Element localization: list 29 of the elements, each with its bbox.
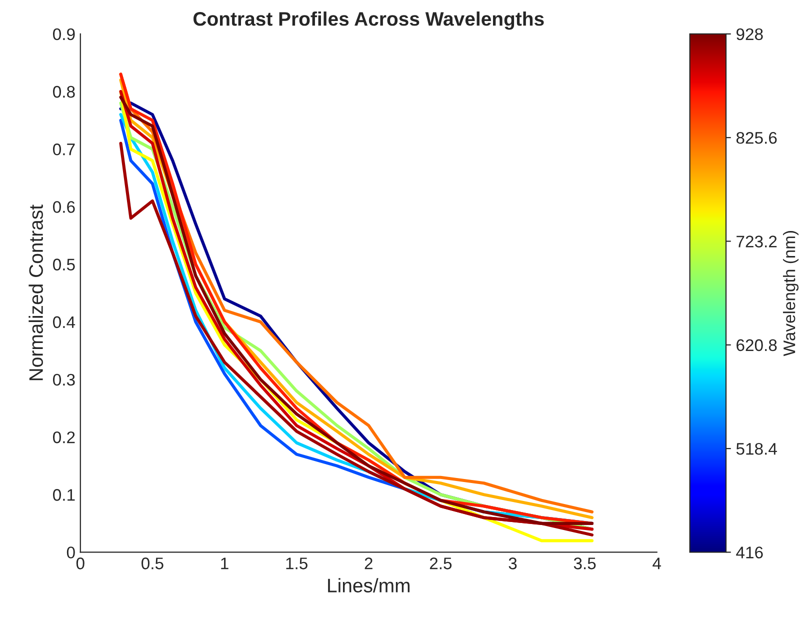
y-tick-label: 0.7 xyxy=(53,144,75,156)
x-tick-label: 1 xyxy=(221,558,228,570)
color-bar-label: 416 xyxy=(736,546,763,558)
x-tick-label: 0.5 xyxy=(142,558,164,570)
color-bar-label: 620.8 xyxy=(736,339,777,352)
x-tick-label: 3 xyxy=(508,558,517,570)
y-tick-label: 0.3 xyxy=(53,374,75,386)
color-bar-label: 723.2 xyxy=(736,236,777,248)
y-tick-label: 0.9 xyxy=(53,28,75,40)
y-tick-label: 0.6 xyxy=(53,201,75,213)
x-tick-label: 0 xyxy=(76,558,84,570)
y-tick-label: 0 xyxy=(66,546,75,558)
y-tick-label: 0.5 xyxy=(53,258,75,270)
color-bar-label: 518.4 xyxy=(736,442,777,455)
color-bar-label: 825.6 xyxy=(736,132,777,144)
color-bar-title: Wavelength (nm) xyxy=(782,230,799,356)
x-tick-label: 4 xyxy=(652,558,662,570)
x-tick-label: 2 xyxy=(364,558,372,570)
x-tick-label: 3.5 xyxy=(574,558,596,570)
x-tick-label: 1.5 xyxy=(286,558,308,570)
y-tick-label: 0.1 xyxy=(53,489,75,501)
x-axis-title: Lines/mm xyxy=(328,578,410,592)
y-axis-title: Normalized Contrast xyxy=(28,204,43,380)
chart-title: Contrast Profiles Across Wavelengths xyxy=(194,12,544,30)
x-tick-label: 2.5 xyxy=(430,558,452,570)
y-tick-label: 0.4 xyxy=(53,316,76,328)
color-bar-label: 928 xyxy=(736,28,763,40)
y-tick-label: 0.8 xyxy=(53,86,75,98)
y-tick-label: 0.2 xyxy=(53,431,75,444)
